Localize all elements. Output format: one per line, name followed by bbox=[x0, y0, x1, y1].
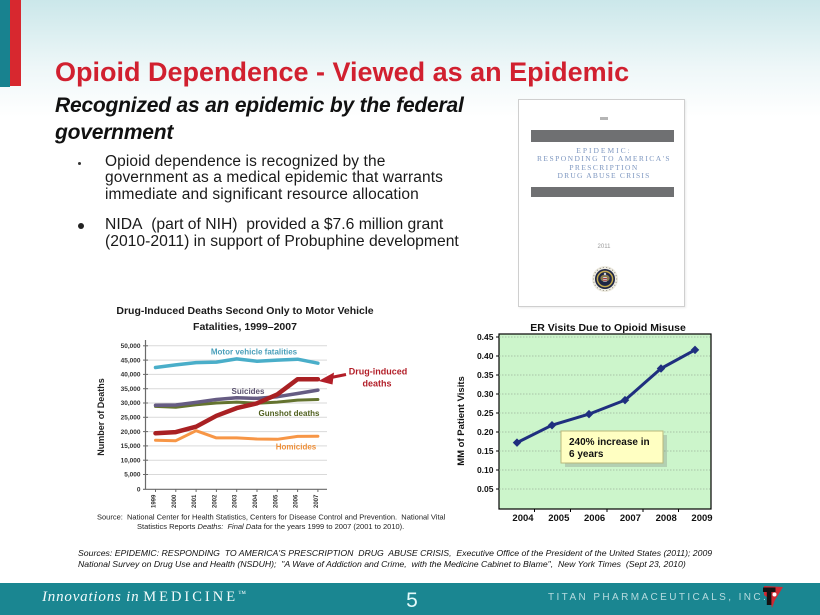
svg-text:45,000: 45,000 bbox=[121, 357, 141, 364]
svg-text:30,000: 30,000 bbox=[121, 400, 141, 407]
svg-text:Source: National Center for H: Source: National Center for Health Stati… bbox=[97, 513, 446, 522]
svg-text:Homicides: Homicides bbox=[276, 443, 317, 452]
svg-text:Fatalities, 1999–2007: Fatalities, 1999–2007 bbox=[193, 321, 297, 333]
svg-text:0.15: 0.15 bbox=[477, 446, 494, 456]
svg-text:2000: 2000 bbox=[172, 494, 178, 508]
svg-text:2005: 2005 bbox=[273, 494, 279, 508]
svg-text:Drug-induced: Drug-induced bbox=[349, 367, 408, 377]
svg-text:25,000: 25,000 bbox=[121, 415, 141, 422]
svg-text:2002: 2002 bbox=[212, 494, 218, 508]
svg-text:Suicides: Suicides bbox=[232, 387, 265, 396]
svg-text:15,000: 15,000 bbox=[121, 443, 141, 450]
svg-text:0.05: 0.05 bbox=[477, 484, 494, 494]
svg-text:0.40: 0.40 bbox=[477, 351, 494, 361]
svg-text:2004: 2004 bbox=[253, 494, 259, 508]
svg-text:50,000: 50,000 bbox=[121, 343, 141, 350]
svg-text:0.20: 0.20 bbox=[477, 427, 494, 437]
svg-text:6 years: 6 years bbox=[569, 449, 604, 460]
svg-text:2003: 2003 bbox=[233, 494, 239, 508]
svg-text:2006: 2006 bbox=[584, 513, 605, 524]
svg-text:deaths: deaths bbox=[362, 379, 391, 389]
svg-text:ER Visits Due to Opioid Misuse: ER Visits Due to Opioid Misuse bbox=[530, 322, 686, 334]
svg-text:2007: 2007 bbox=[314, 494, 320, 508]
svg-text:MM of Patient Visits: MM of Patient Visits bbox=[456, 376, 467, 466]
svg-text:2007: 2007 bbox=[620, 513, 641, 524]
svg-text:1999: 1999 bbox=[152, 494, 158, 508]
svg-text:Motor vehicle fatalities: Motor vehicle fatalities bbox=[211, 348, 298, 357]
svg-text:5,000: 5,000 bbox=[124, 472, 141, 479]
svg-text:Drug-Induced Deaths Second Onl: Drug-Induced Deaths Second Only to Motor… bbox=[116, 305, 373, 317]
svg-text:40,000: 40,000 bbox=[121, 372, 141, 379]
svg-text:0.25: 0.25 bbox=[477, 408, 494, 418]
svg-text:2008: 2008 bbox=[656, 513, 677, 524]
svg-text:Number of Deaths: Number of Deaths bbox=[96, 378, 106, 456]
svg-text:Statistics Reports Deaths: Fi: Statistics Reports Deaths: Final Data fo… bbox=[137, 522, 404, 531]
svg-text:2005: 2005 bbox=[548, 513, 570, 524]
svg-text:2009: 2009 bbox=[691, 513, 712, 524]
svg-text:0: 0 bbox=[137, 487, 141, 494]
svg-text:2006: 2006 bbox=[294, 494, 300, 508]
svg-text:2004: 2004 bbox=[512, 513, 534, 524]
svg-text:240% increase in: 240% increase in bbox=[569, 437, 650, 448]
svg-text:20,000: 20,000 bbox=[121, 429, 141, 436]
svg-text:0.10: 0.10 bbox=[477, 465, 494, 475]
svg-text:35,000: 35,000 bbox=[121, 386, 141, 393]
svg-text:10,000: 10,000 bbox=[121, 457, 141, 464]
svg-text:0.35: 0.35 bbox=[477, 370, 494, 380]
svg-text:2001: 2001 bbox=[192, 494, 198, 508]
svg-text:0.45: 0.45 bbox=[477, 332, 494, 342]
svg-text:Gunshot deaths: Gunshot deaths bbox=[259, 409, 320, 418]
svg-text:0.30: 0.30 bbox=[477, 389, 494, 399]
